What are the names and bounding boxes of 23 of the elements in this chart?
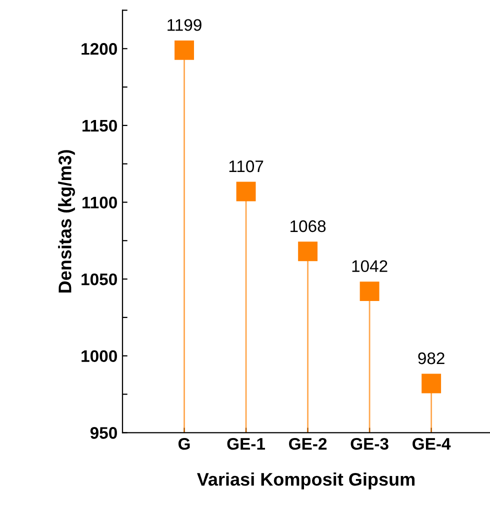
point [422, 374, 442, 394]
y-tick-label: 1000 [82, 350, 117, 362]
y-tick-label: 1150 [82, 120, 117, 132]
data-label: 1042 [352, 260, 388, 272]
point [174, 40, 194, 60]
point [360, 282, 380, 302]
data-label: 1068 [290, 220, 326, 232]
y-tick-label: 1050 [82, 273, 117, 286]
y-tick-label: 950 [90, 427, 117, 439]
point [236, 182, 256, 202]
x-tick-label: GE-4 [412, 438, 451, 450]
x-axis-title: Variasi Komposit Gipsum [197, 472, 414, 490]
x-tick-label: GE-2 [289, 438, 327, 450]
y-axis-title: Densitas (kg/m3) [58, 150, 76, 292]
data-label: 1199 [168, 19, 202, 31]
x-tick-label: GE-3 [350, 438, 388, 450]
x-tick-label: GE-1 [227, 438, 266, 450]
y-tick-label: 1100 [82, 196, 117, 208]
data-label: 982 [418, 352, 444, 364]
x-tick-label: G [178, 438, 190, 450]
y-tick-label: 1200 [82, 43, 117, 55]
point [298, 242, 318, 262]
data-label: 1107 [229, 160, 264, 172]
